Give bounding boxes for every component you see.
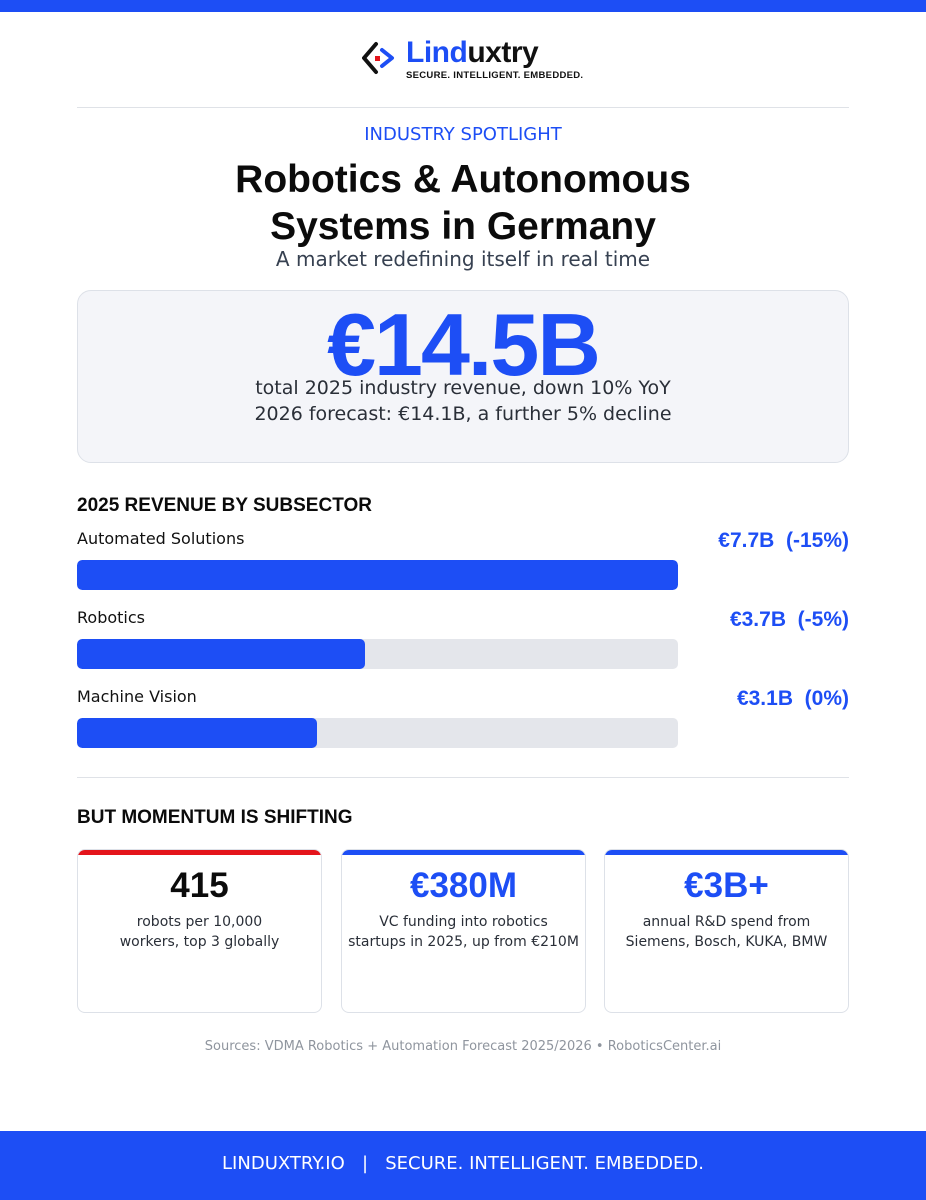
subsector-bar-fill xyxy=(77,639,366,669)
header-divider xyxy=(77,107,849,108)
brand-logo: Linduxtry SECURE. INTELLIGENT. EMBEDDED. xyxy=(362,36,584,86)
card-description: annual R&D spend from Siemens, Bosch, KU… xyxy=(625,914,828,950)
brand-tagline: SECURE. INTELLIGENT. EMBEDDED. xyxy=(406,70,584,81)
subsector-heading: 2025 REVENUE BY SUBSECTOR xyxy=(77,495,372,516)
section-divider xyxy=(77,777,849,778)
diamond-bracket-icon xyxy=(362,42,394,74)
card-description: VC funding into robotics startups in 202… xyxy=(348,914,579,950)
top-accent-bar xyxy=(0,0,926,12)
stat-card-rd-spend: €3B+ annual R&D spend from Siemens, Bosc… xyxy=(604,849,849,1013)
subsector-label: Robotics xyxy=(77,608,145,627)
subsector-bar-track xyxy=(77,718,678,748)
subsector-value: €3.7B (-5%) xyxy=(729,608,849,631)
subsector-bar-fill xyxy=(77,560,678,590)
footer-tagline: SECURE. INTELLIGENT. EMBEDDED. xyxy=(385,1153,704,1174)
footer-text: LINDUXTRY.IO | SECURE. INTELLIGENT. EMBE… xyxy=(0,1153,926,1174)
card-description: robots per 10,000 workers, top 3 globall… xyxy=(119,914,280,950)
brand-name: Linduxtry xyxy=(406,36,539,69)
card-accent-bar xyxy=(78,850,321,855)
momentum-heading: BUT MOMENTUM IS SHIFTING xyxy=(77,807,353,828)
hero-value: €14.5B xyxy=(327,295,601,394)
title-line-1: Robotics & Autonomous xyxy=(235,158,691,201)
subsector-label: Machine Vision xyxy=(77,687,197,706)
hero-stat-panel: €14.5B total 2025 industry revenue, down… xyxy=(77,290,849,463)
footer-separator: | xyxy=(361,1153,369,1174)
card-accent-bar xyxy=(605,850,848,855)
stat-card-robot-density: 415 robots per 10,000 workers, top 3 glo… xyxy=(77,849,322,1013)
subsector-label: Automated Solutions xyxy=(77,529,245,548)
title-line-2: Systems in Germany xyxy=(270,205,656,248)
footer-bar: LINDUXTRY.IO | SECURE. INTELLIGENT. EMBE… xyxy=(0,1131,926,1200)
section-kicker: INDUSTRY SPOTLIGHT xyxy=(364,124,562,145)
hero-caption-line-1: total 2025 industry revenue, down 10% Yo… xyxy=(255,377,671,399)
page-subtitle: A market redefining itself in real time xyxy=(275,247,651,271)
sources-note: Sources: VDMA Robotics + Automation Fore… xyxy=(204,1039,722,1054)
subsector-value: €3.1B (0%) xyxy=(736,687,849,710)
card-accent-bar xyxy=(342,850,585,855)
card-value: €380M xyxy=(409,866,518,905)
card-value: €3B+ xyxy=(684,866,769,905)
stat-card-vc-funding: €380M VC funding into robotics startups … xyxy=(341,849,586,1013)
subsector-bar-track xyxy=(77,639,678,669)
subsector-bar-track xyxy=(77,560,678,590)
subsector-bar-fill xyxy=(77,718,318,748)
subsector-value: €7.7B (-15%) xyxy=(718,529,849,552)
hero-caption-line-2: 2026 forecast: €14.1B, a further 5% decl… xyxy=(254,403,672,425)
card-value: 415 xyxy=(170,866,229,905)
footer-site-link[interactable]: LINDUXTRY.IO xyxy=(222,1153,345,1174)
page-title: Robotics & Autonomous Systems in Germany xyxy=(0,156,926,250)
